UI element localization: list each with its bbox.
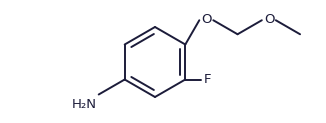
Text: O: O bbox=[264, 13, 274, 26]
Text: F: F bbox=[203, 73, 211, 86]
Text: H₂N: H₂N bbox=[72, 99, 97, 112]
Text: O: O bbox=[201, 13, 212, 26]
